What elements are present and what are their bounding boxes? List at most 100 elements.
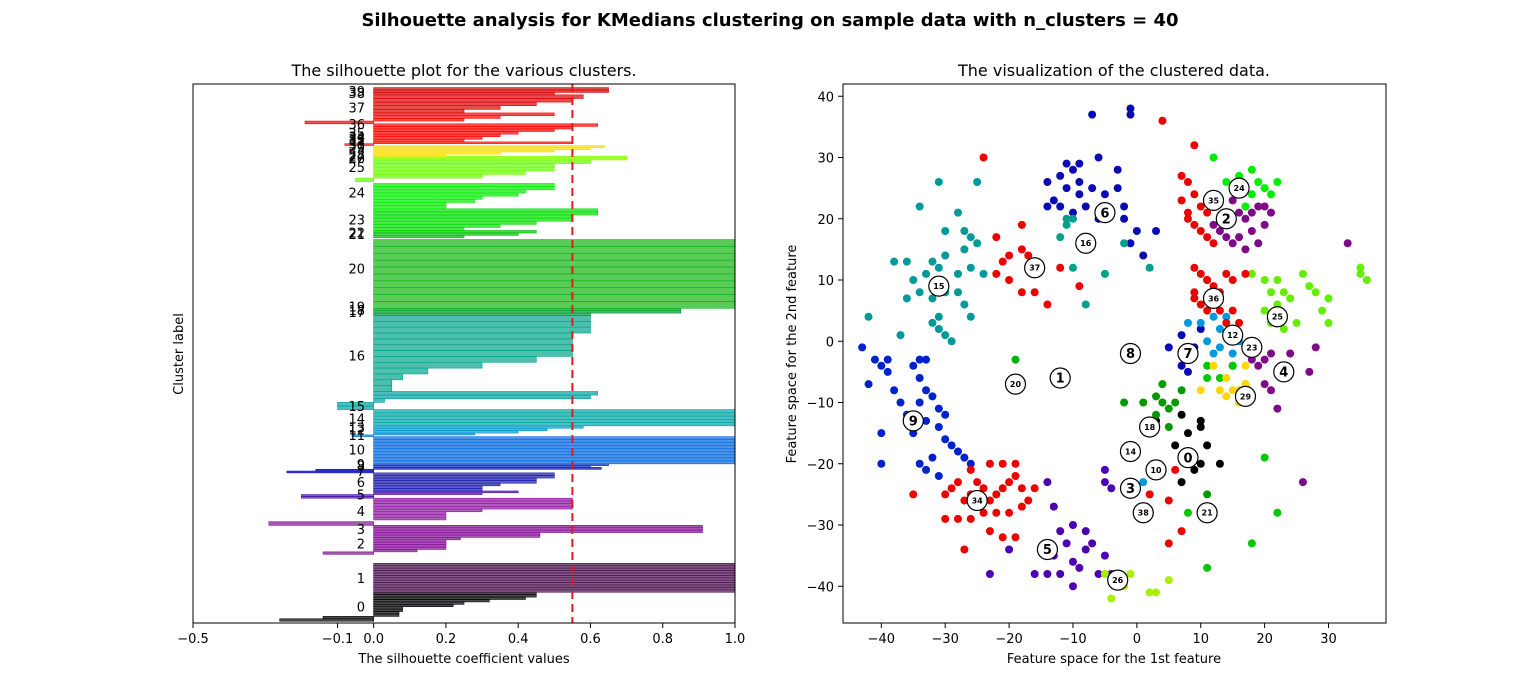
scatter-point (1305, 282, 1314, 291)
scatter-point (1215, 343, 1224, 352)
scatter-point (960, 227, 969, 235)
cluster-center-marker (1202, 287, 1225, 309)
scatter-point (1081, 545, 1090, 554)
cluster-center-label-24: 24 (1234, 184, 1246, 193)
scatter-point (1196, 325, 1205, 333)
scatter-point (1062, 159, 1071, 168)
cluster-center-label-38: 38 (1138, 509, 1150, 518)
scatter-point (1267, 349, 1276, 358)
scatter-point (1164, 539, 1173, 548)
scatter-point (992, 490, 1001, 499)
scatter-point (1075, 178, 1084, 186)
scatter-point (1100, 570, 1109, 578)
cluster-center-label-6: 6 (1100, 206, 1109, 221)
scatter-point (928, 318, 937, 327)
scatter-point (1228, 239, 1237, 248)
silhouette-plot-ylabel: Cluster label (172, 313, 187, 395)
scatter-point (1273, 508, 1282, 517)
scatter-point (909, 490, 918, 499)
scatter-point (1081, 527, 1090, 536)
scatter-point (1247, 539, 1256, 548)
cluster-center-marker (1119, 477, 1142, 499)
scatter-point (915, 288, 924, 297)
scatter-point (1260, 202, 1269, 211)
cluster-center-marker (1273, 361, 1295, 383)
scatter-point (1100, 465, 1109, 474)
cluster-center-label-12: 12 (1227, 331, 1238, 340)
y-tick-label-20: 20 (348, 262, 365, 277)
scatter-point (1215, 374, 1224, 382)
scatter-point (1043, 202, 1052, 211)
x-tick-label: −10 (1059, 632, 1086, 647)
cluster-center-marker (1215, 208, 1237, 230)
scatter-point (1011, 533, 1020, 542)
y-tick-label-29: 29 (348, 141, 365, 156)
scatter-point (1215, 227, 1224, 235)
scatter-point (1056, 233, 1065, 242)
scatter-point (941, 331, 950, 340)
y-tick-label-6: 6 (357, 476, 365, 491)
scatter-point (1113, 184, 1122, 193)
scatter-point (1241, 214, 1250, 223)
x-tick-label: 0.0 (363, 632, 384, 647)
scatter-point (1196, 386, 1205, 395)
cluster-center-label-25: 25 (1272, 313, 1284, 322)
scatter-point (1241, 245, 1250, 254)
cluster-center-marker (1119, 342, 1142, 365)
scatter-point (1005, 508, 1014, 517)
scatter-point (1164, 404, 1173, 413)
scatter-point (985, 527, 994, 536)
scatter-point (1183, 429, 1192, 438)
y-tick-label-33: 33 (348, 132, 365, 147)
scatter-point (1132, 227, 1141, 235)
cluster-center-label-3: 3 (1126, 482, 1135, 497)
scatter-point (902, 257, 911, 266)
scatter-point (915, 374, 924, 382)
scatter-point (1228, 361, 1237, 370)
scatter-point (941, 410, 950, 419)
scatter-point (960, 496, 969, 505)
scatter-point (985, 459, 994, 468)
scatter-point (1030, 288, 1039, 297)
scatter-point (1164, 496, 1173, 505)
cluster-center-marker (1177, 447, 1199, 469)
scatter-point (890, 257, 899, 266)
scatter-point (1324, 318, 1333, 327)
scatter-point (1100, 190, 1109, 199)
silhouette-bar-cluster-23 (373, 208, 598, 213)
scatter-point (928, 257, 937, 266)
silhouette-bar-cluster-32 (373, 123, 598, 127)
scatter-point (1267, 386, 1276, 395)
y-tick-label-18: 18 (348, 304, 365, 319)
scatter-point (1177, 478, 1186, 487)
scatter-point (985, 496, 994, 505)
scatter-point (966, 465, 975, 474)
scatter-point (1203, 233, 1212, 242)
scatter-point (1273, 404, 1282, 413)
y-tick-label-10: 10 (348, 443, 365, 458)
scatter-point (1318, 306, 1327, 315)
silhouette-bar-cluster-3 (268, 521, 374, 526)
scatter-point (1203, 563, 1212, 572)
cluster-center-marker (1202, 189, 1225, 211)
silhouette-bar-cluster-2 (373, 525, 703, 529)
scatter-point (1177, 196, 1186, 205)
scatter-point (1228, 276, 1237, 284)
scatter-point (1203, 208, 1212, 217)
cluster-center-label-35: 35 (1208, 196, 1220, 205)
y-tick-label: −40 (807, 580, 834, 595)
scatter-point (1254, 178, 1263, 186)
scatter-point (858, 343, 867, 352)
scatter-point (1088, 110, 1097, 119)
x-tick-label: −40 (868, 632, 895, 647)
scatter-point (1043, 570, 1052, 578)
scatter-point (1241, 269, 1250, 278)
scatter-point (1183, 367, 1192, 376)
scatter-point (1241, 361, 1250, 370)
scatter-point (960, 300, 969, 309)
scatter-point (934, 263, 943, 272)
x-tick-label: 0.6 (580, 632, 601, 647)
scatter-points (858, 104, 1371, 603)
cluster-center-marker (1119, 440, 1142, 463)
y-tick-label-24: 24 (348, 187, 365, 202)
